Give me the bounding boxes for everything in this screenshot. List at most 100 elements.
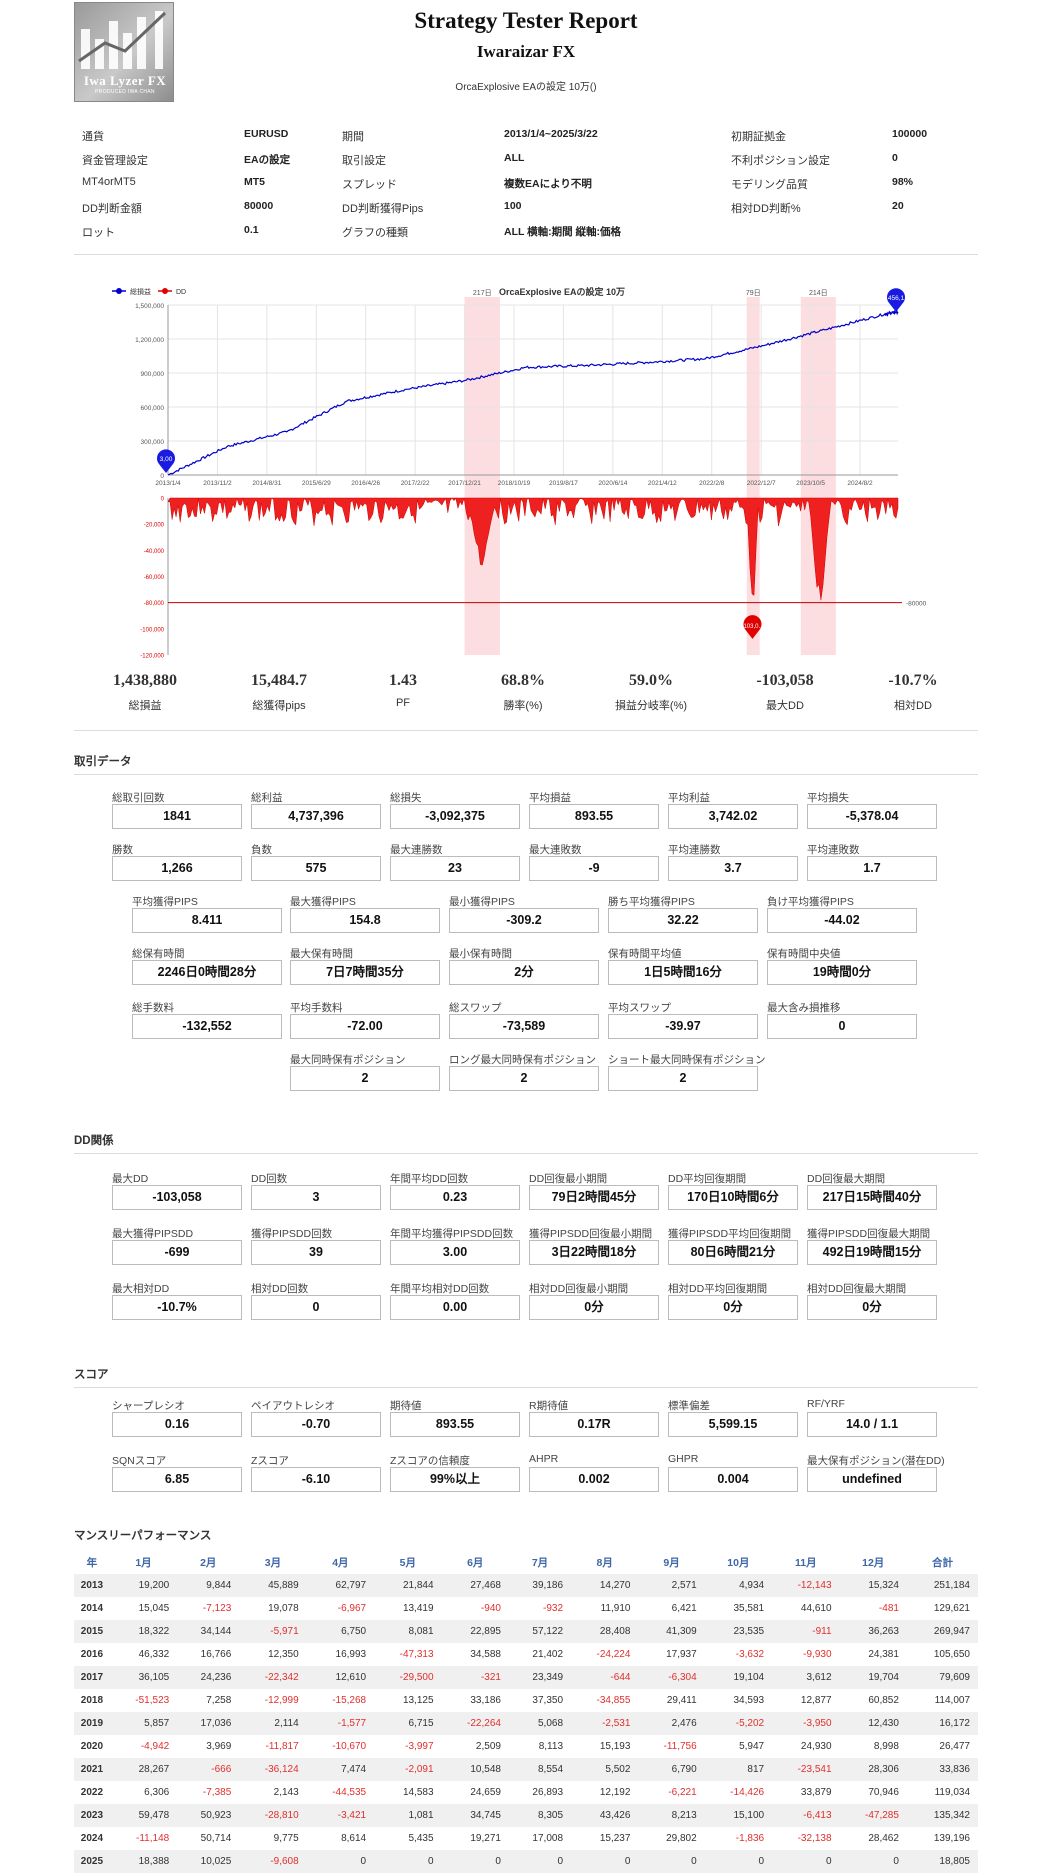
stat-item: 年間平均相対DD回数 0.00 [390,1281,520,1320]
column-header: 11月 [795,1556,817,1569]
table-cell: 0 [772,1850,840,1873]
table-cell: 34,144 [177,1620,240,1643]
table-cell: 119,034 [934,1787,970,1798]
stat-item: 最大含み損推移 0 [767,1000,917,1039]
column-header: 10月 [727,1556,750,1569]
settings-row: ロット 0.1 グラフの種類 ALL 横軸:期間 縦軸:価格 [74,220,978,244]
table-cell: 23,349 [508,1666,572,1689]
table-cell: 19,704 [839,1666,907,1689]
x-tick-label: 2018/10/19 [498,480,531,487]
stat-value-box: 217日15時間40分 [807,1185,937,1210]
x-tick-label: 2014/8/31 [252,480,281,487]
table-cell: -932 [543,1603,564,1614]
stat-label: 平均連敗数 [807,844,860,856]
stat-item: 負け平均獲得PIPS -44.02 [767,894,917,933]
table-cell: 28,267 [109,1758,178,1781]
x-tick-label: 2013/1/4 [155,480,181,487]
table-cell: 6,750 [306,1620,375,1643]
table-cell: 5,502 [571,1758,639,1781]
table-cell: 9,775 [273,1833,299,1844]
table-cell: 13,419 [402,1603,434,1614]
stat-item: 総利益 4,737,396 [251,790,381,829]
stat-label: 最大同時保有ポジション [290,1054,406,1066]
stat-value-box: 2 [449,1066,599,1091]
equity-line [167,309,899,476]
table-cell: 60,852 [868,1695,899,1706]
table-cell: 2,571 [638,1574,705,1597]
stat-item: シャープレシオ 0.16 [112,1398,242,1437]
setting-value: 0.1 [244,224,259,236]
stat-item: RF/YRF 14.0 / 1.1 [807,1398,937,1437]
stat-label: 相対DD回復最小期間 [529,1283,629,1295]
year-cell: 2013 [74,1574,110,1597]
stat-value-box: 14.0 / 1.1 [807,1412,937,1437]
stat-label: DD回数 [251,1173,288,1185]
table-cell: 8,998 [873,1741,899,1752]
stat-value-box: 0分 [529,1295,659,1320]
y-tick-label: 600,000 [141,405,165,412]
y-tick-label: 1,500,000 [135,303,164,310]
settings-row: DD判断金額 80000 DD判断獲得Pips 100 相対DD判断% 20 [74,196,978,220]
year-cell: 2021 [74,1758,110,1781]
stat-label: 負け平均獲得PIPS [767,896,854,908]
column-header: 5月 [399,1556,416,1569]
stat-label: ロング最大同時保有ポジション [449,1054,596,1066]
stat-value-box: -9 [529,856,659,881]
table-cell: 13,125 [402,1695,434,1706]
table-cell: -11,756 [663,1741,697,1752]
year-cell: 2018 [80,1695,104,1706]
table-cell: 34,593 [733,1695,765,1706]
setting-value: ALL [504,152,525,164]
stat-label: RF/YRF [807,1398,845,1410]
stat-item: ロング最大同時保有ポジション 2 [449,1052,599,1091]
stat-label: 平均獲得PIPS [132,896,198,908]
setting-label: 通貨 [82,131,104,143]
table-cell: -321 [441,1666,509,1689]
table-cell: 15,100 [704,1804,773,1827]
table-cell: 24,930 [800,1741,832,1752]
stat-item: 最大連敗数 -9 [529,842,659,881]
table-cell: -481 [878,1603,899,1614]
table-cell: 10,548 [441,1758,509,1781]
stat-label: 最大含み損推移 [767,1002,841,1014]
year-cell: 2022 [80,1787,104,1798]
table-cell: 39,186 [508,1574,572,1597]
summary-label: 勝率(%) [503,700,543,712]
x-tick-label: 2024/8/2 [847,480,873,487]
dd-y-tick-label: -80,000 [144,601,165,607]
stat-item: 平均連敗数 1.7 [807,842,937,881]
table-cell: 2,143 [273,1787,299,1798]
table-cell: 37,350 [532,1695,564,1706]
setting-value: EAの設定 [244,154,291,166]
dd-y-tick-label: -40,000 [144,549,165,555]
dd-period-label: 214日 [809,289,828,297]
x-tick-label: 2015/6/29 [302,480,331,487]
stat-value-box: 3.7 [668,856,798,881]
stat-label: Zスコアの信頼度 [390,1455,470,1467]
column-header: 6月 [467,1556,484,1569]
logo-subtext: PRODUCED IWA CHAN [95,89,155,95]
stat-value-box: -72.00 [290,1014,440,1039]
table-header-row: 年 1月 2月 3月 4月 5月 6月 7月 8月 9月 10月 11月 12月 合計 [74,1550,978,1574]
stat-item: 平均損失 -5,378.04 [807,790,937,829]
stat-value-box: 0.00 [390,1295,520,1320]
stat-item: GHPR 0.004 [668,1453,798,1492]
setting-value: 2013/1/4~2025/3/22 [504,128,598,140]
column-header: 4月 [332,1556,349,1569]
table-cell: 45,889 [239,1574,307,1597]
stat-item: 保有時間中央値 19時間0分 [767,946,917,985]
year-cell: 2019 [74,1712,110,1735]
dd-min-marker [743,615,762,639]
table-cell: -3,632 [735,1649,765,1660]
stat-item: 相対DD平均回復期間 0分 [668,1281,798,1320]
stat-value-box: 0分 [807,1295,937,1320]
table-cell: 5,857 [109,1712,178,1735]
equity-start-marker [157,449,175,473]
setting-label: 相対DD判断% [731,203,801,215]
setting-value: 100000 [892,128,928,140]
table-row: 2023 59,478 50,923 -28,810 -3,421 1,081 34,745… [74,1804,978,1827]
stat-value-box: 0.002 [529,1467,659,1492]
table-cell: -12,143 [772,1574,840,1597]
stat-item: 最大獲得PIPS 154.8 [290,894,440,933]
stat-item: AHPR 0.002 [529,1453,659,1492]
